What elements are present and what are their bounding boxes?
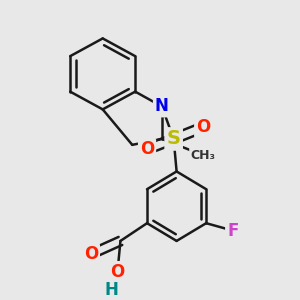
Text: O: O <box>196 118 210 136</box>
Text: O: O <box>140 140 154 158</box>
Text: F: F <box>227 222 238 240</box>
Text: S: S <box>167 129 181 148</box>
Text: O: O <box>110 263 124 281</box>
Text: CH₃: CH₃ <box>191 149 216 162</box>
Text: O: O <box>84 245 98 263</box>
Text: N: N <box>155 98 169 116</box>
Text: H: H <box>105 281 118 299</box>
